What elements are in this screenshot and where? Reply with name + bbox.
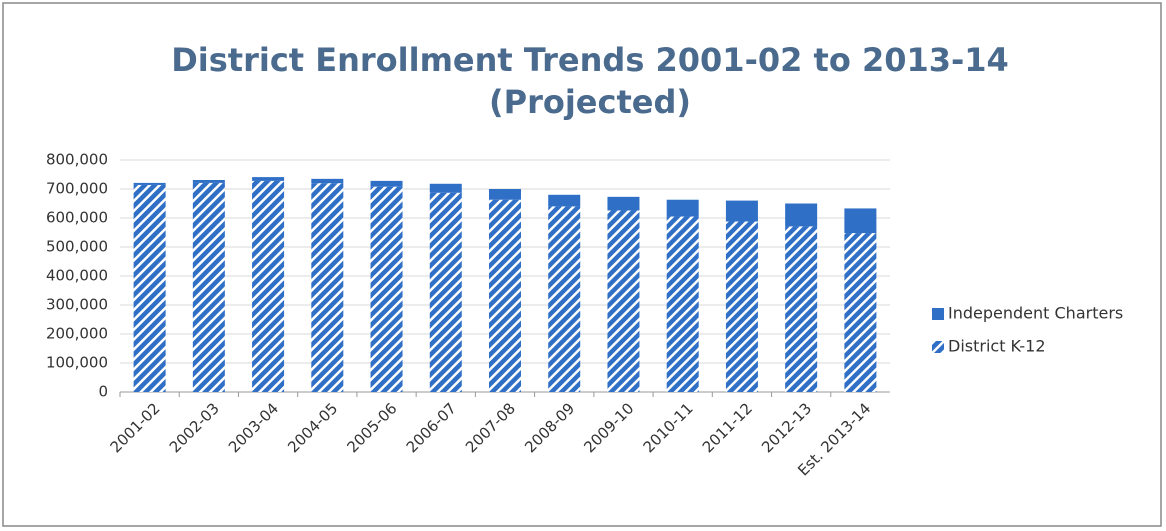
bar-segment [133, 184, 166, 392]
bar-segment [192, 180, 225, 183]
bar-segment [548, 194, 581, 207]
bar-segment [429, 183, 462, 193]
legend-label: Independent Charters [948, 304, 1123, 323]
bar-segment [252, 177, 285, 181]
bar-segment [192, 182, 225, 392]
bar-segment [429, 192, 462, 392]
y-tick-label: 500,000 [46, 238, 108, 256]
chart-title: District Enrollment Trends 2001-02 to 20… [171, 41, 1009, 79]
bar-segment [607, 210, 640, 392]
y-tick-label: 300,000 [46, 296, 108, 314]
bar-segment [844, 208, 877, 234]
y-tick-label: 400,000 [46, 267, 108, 285]
bar-segment [666, 216, 699, 392]
bar-segment [666, 199, 699, 217]
y-tick-label: 700,000 [46, 180, 108, 198]
y-tick-label: 0 [98, 383, 108, 401]
bar-segment [489, 199, 521, 392]
y-tick-label: 100,000 [46, 354, 108, 372]
bar-segment [725, 200, 758, 222]
bar-segment [844, 233, 877, 392]
bar-segment [785, 203, 818, 227]
bar-segment [311, 183, 344, 392]
y-tick-label: 200,000 [46, 325, 108, 343]
bar-segment [311, 178, 344, 184]
legend-swatch [932, 341, 944, 353]
legend-label: District K-12 [948, 337, 1046, 356]
y-tick-label: 600,000 [46, 209, 108, 227]
bar-segment [370, 186, 403, 392]
legend-swatch [932, 308, 944, 320]
bar-segment [252, 180, 285, 392]
bar-segment [489, 189, 521, 200]
bar-segment [370, 180, 403, 187]
bar-segment [607, 196, 640, 211]
bar-segment [548, 206, 581, 392]
y-tick-label: 800,000 [46, 151, 108, 169]
chart-subtitle: (Projected) [489, 83, 691, 121]
bar-segment [133, 182, 166, 185]
bar-segment [785, 226, 818, 392]
bar-segment [725, 221, 758, 392]
